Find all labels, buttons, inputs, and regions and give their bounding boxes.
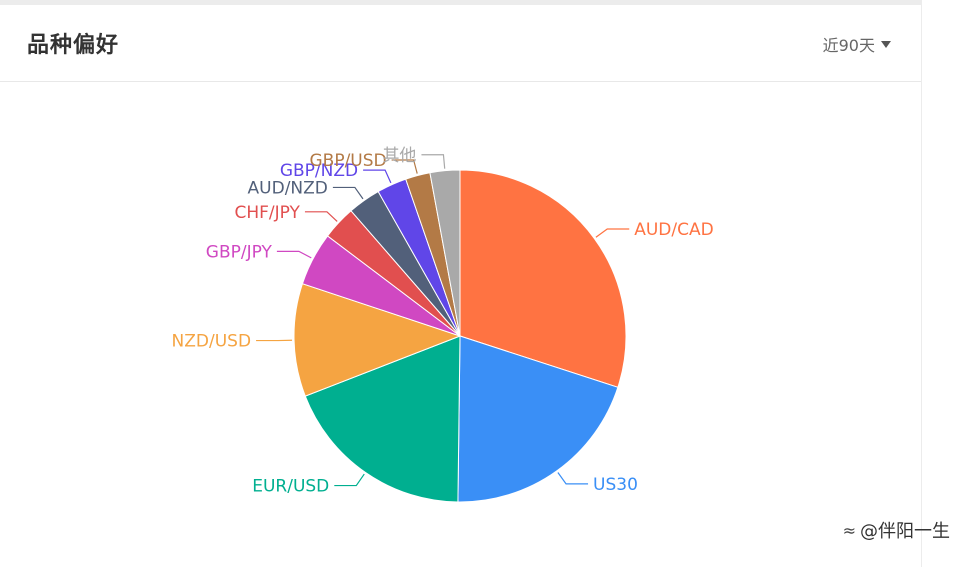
leader-line-gbp-nzd (363, 169, 392, 184)
card-header: 品种偏好 近90天 (0, 5, 921, 82)
leader-line-us30 (557, 472, 589, 485)
pie-slice-nzd-usd[interactable] (293, 283, 462, 397)
pie-slice-eur-usd[interactable] (304, 335, 461, 503)
slice-label-aud-nzd: AUD/NZD (248, 178, 328, 198)
signal-logo-icon: ≈ (842, 520, 856, 540)
leader-line-aud-cad (595, 228, 630, 238)
leader-line-gbp-jpy (276, 250, 312, 259)
pie-slice-us30[interactable] (457, 335, 619, 503)
leader-line-other (421, 154, 446, 169)
slice-label-nzd-usd: NZD/USD (172, 332, 252, 352)
time-range-label: 近90天 (822, 36, 875, 55)
leader-line-gbp-usd (391, 159, 418, 174)
caret-down-icon (881, 40, 891, 48)
leader-line-aud-nzd (332, 186, 364, 200)
watermark-text: @伴阳一生 (860, 521, 950, 542)
slice-label-aud-cad: AUD/CAD (634, 220, 713, 240)
slice-label-eur-usd: EUR/USD (252, 477, 329, 497)
slice-label-other: 其他 (382, 146, 416, 166)
slice-label-gbp-jpy: GBP/JPY (206, 242, 273, 262)
leader-line-chf-jpy (304, 211, 338, 222)
leader-line-eur-usd (334, 473, 365, 487)
slice-label-chf-jpy: CHF/JPY (234, 203, 300, 223)
slice-label-us30: US30 (593, 475, 638, 495)
card-title: 品种偏好 (27, 33, 120, 58)
slice-label-gbp-usd: GBP/USD (309, 151, 386, 171)
pie-chart: AUD/CAD US30 EUR/USD NZD/USD GBP/JPY CHF/JPY A… (172, 146, 714, 503)
pie-slice-aud-cad[interactable] (459, 169, 627, 388)
watermark: ≈ @伴阳一生 (843, 517, 950, 543)
time-range-dropdown[interactable]: 近90天 (823, 32, 891, 56)
slice-label-gbp-nzd: GBP/NZD (280, 161, 358, 181)
pie-slice-other[interactable] (429, 169, 461, 337)
